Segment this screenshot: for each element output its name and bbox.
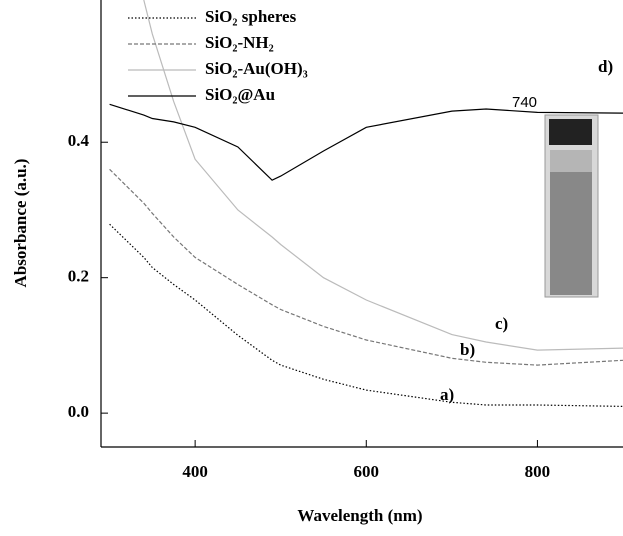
legend-label: SiO₂-NH₂ [205, 33, 274, 52]
annotation: c) [495, 314, 508, 333]
series-line [109, 223, 623, 407]
plot-area [109, 0, 623, 407]
y-tick-label: 0.0 [68, 402, 89, 421]
annotation: a) [440, 385, 454, 404]
annotation: d) [598, 57, 613, 76]
legend-label: SiO₂-Au(OH)₃ [205, 59, 308, 78]
annotation: b) [460, 340, 475, 359]
annotation: 740 [512, 94, 537, 111]
y-tick-label: 0.4 [68, 131, 90, 150]
series-line [143, 0, 623, 351]
x-tick-label: 600 [354, 462, 380, 481]
legend-label: SiO₂@Au [205, 85, 275, 104]
x-tick-label: 800 [525, 462, 551, 481]
series-line [109, 103, 623, 181]
y-axis-title: Absorbance (a.u.) [11, 159, 30, 288]
x-axis-title: Wavelength (nm) [297, 506, 422, 525]
x-tick-label: 400 [182, 462, 208, 481]
legend-label: SiO₂ spheres [205, 7, 297, 26]
series-line [109, 168, 623, 366]
inset-photo [544, 114, 599, 298]
y-tick-label: 0.2 [68, 267, 89, 286]
